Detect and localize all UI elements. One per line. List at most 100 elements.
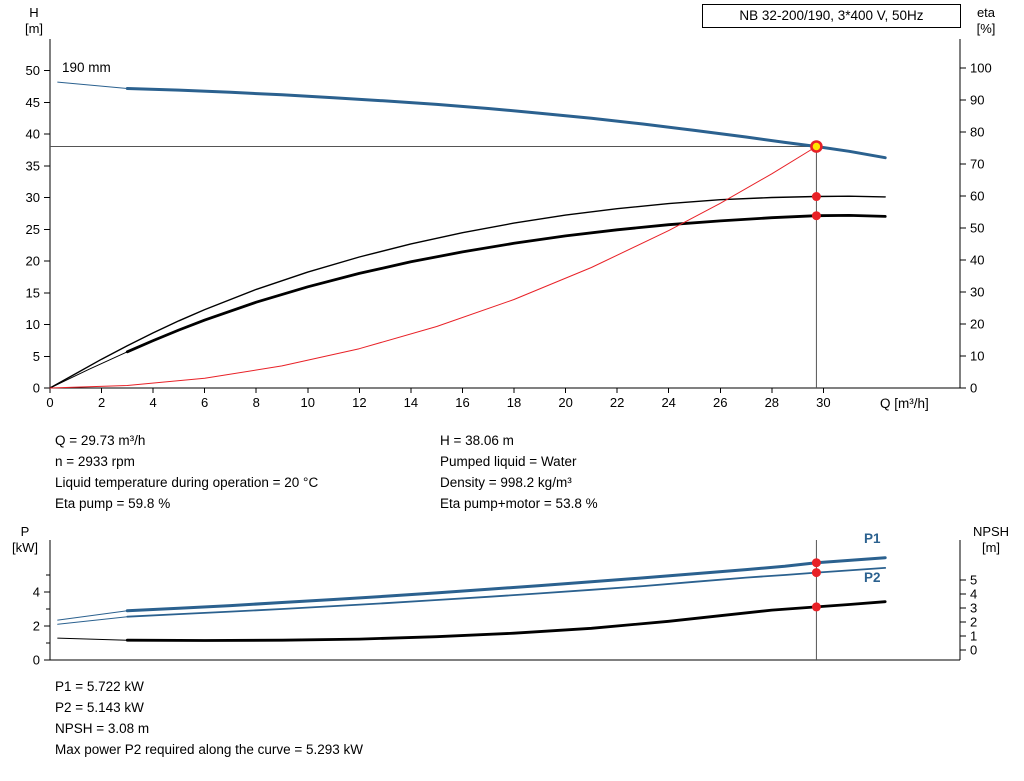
duty-info-eta-pump: Eta pump = 59.8 % <box>55 496 171 511</box>
qh-x-tick-label: 2 <box>98 395 105 410</box>
p_npsh-right-tick-label: 5 <box>970 573 977 588</box>
eta-axis-title-symbol: eta <box>976 5 996 20</box>
power-info-npsh: NPSH = 3.08 m <box>55 721 150 736</box>
qh-x-tick-label: 30 <box>816 395 830 410</box>
qh-x-tick-label: 22 <box>610 395 624 410</box>
p_npsh-left-tick-label: 4 <box>33 585 40 600</box>
pump-model-title: NB 32-200/190, 3*400 V, 50Hz <box>739 8 924 23</box>
qh-x-tick-label: 24 <box>661 395 675 410</box>
power-info-max-p2: Max power P2 required along the curve = … <box>55 742 364 757</box>
qh-x-tick-label: 12 <box>352 395 366 410</box>
curve-head-190mm <box>125 87 887 160</box>
p_npsh-left-tick-label: 0 <box>33 653 40 668</box>
curve-head-190mm-lead <box>57 81 128 89</box>
duty-info-temperature: Liquid temperature during operation = 20… <box>55 475 319 490</box>
marker-npsh-point <box>811 602 821 612</box>
qh-right-tick-label: 90 <box>970 92 984 107</box>
curve-eta-pump <box>49 195 886 389</box>
npsh-axis-title: NPSH [m] <box>960 524 1022 556</box>
qh-left-tick-label: 50 <box>26 63 40 78</box>
qh-x-tick-label: 14 <box>404 395 418 410</box>
p-axis-title-unit: [kW] <box>12 540 38 555</box>
duty-info-eta-pump-motor: Eta pump+motor = 53.8 % <box>440 496 598 511</box>
q-axis-title: Q [m³/h] <box>880 396 929 411</box>
qh-x-tick-label: 4 <box>149 395 156 410</box>
qh-right-tick-label: 100 <box>970 60 992 75</box>
marker-eta-pump-motor-point <box>811 211 821 221</box>
qh-right-tick-label: 70 <box>970 156 984 171</box>
qh-left-tick-label: 15 <box>26 285 40 300</box>
qh-left-tick-label: 30 <box>26 190 40 205</box>
curve-p2-lead <box>57 616 128 625</box>
p-axis-title: P [kW] <box>2 524 48 556</box>
p-axis-title-symbol: P <box>20 524 30 539</box>
qh-right-tick-label: 30 <box>970 284 984 299</box>
npsh-axis-title-symbol: NPSH <box>972 524 1010 539</box>
duty-info-right-column: H = 38.06 m Pumped liquid = Water Densit… <box>440 430 598 514</box>
duty-info-density: Density = 998.2 kg/m³ <box>440 475 572 490</box>
qh-x-tick-label: 16 <box>455 395 469 410</box>
duty-info-left-column: Q = 29.73 m³/h n = 2933 rpm Liquid tempe… <box>55 430 318 514</box>
marker-eta-pump-point <box>811 192 821 202</box>
power-info-p1: P1 = 5.722 kW <box>55 679 144 694</box>
p_npsh-right-tick-label: 4 <box>970 587 977 602</box>
qh-x-tick-label: 26 <box>713 395 727 410</box>
power-info-p2: P2 = 5.143 kW <box>55 700 144 715</box>
qh-x-tick-label: 28 <box>765 395 779 410</box>
qh-left-tick-label: 45 <box>26 95 40 110</box>
qh-x-tick-label: 18 <box>507 395 521 410</box>
curve-npsh-lead <box>57 637 128 641</box>
curve-eta-pump-motor-lead <box>49 351 128 389</box>
qh-x-tick-label: 6 <box>201 395 208 410</box>
marker-duty-point[interactable] <box>810 140 823 153</box>
power-info-block: P1 = 5.722 kW P2 = 5.143 kW NPSH = 3.08 … <box>55 676 363 760</box>
qh-right-tick-label: 80 <box>970 124 984 139</box>
duty-info-speed: n = 2933 rpm <box>55 454 135 469</box>
npsh-axis-title-unit: [m] <box>981 540 1001 555</box>
duty-info-flow: Q = 29.73 m³/h <box>55 433 146 448</box>
qh-right-tick-label: 60 <box>970 188 984 203</box>
qh-left-tick-label: 20 <box>26 254 40 269</box>
curve-p1 <box>125 556 887 613</box>
qh-right-tick-label: 20 <box>970 316 984 331</box>
curve-p1-lead <box>57 610 128 621</box>
curve-system-curve <box>49 146 817 389</box>
qh-left-tick-label: 25 <box>26 222 40 237</box>
qh-x-tick-label: 0 <box>46 395 53 410</box>
qh-right-tick-label: 40 <box>970 252 984 267</box>
qh-left-tick-label: 35 <box>26 158 40 173</box>
impeller-size-label: 190 mm <box>62 60 111 75</box>
curve-p2 <box>126 567 887 618</box>
marker-p1-point <box>811 558 821 568</box>
marker-p2-point <box>811 568 821 578</box>
eta-axis-title: eta [%] <box>964 5 1008 37</box>
qh-x-tick-label: 8 <box>253 395 260 410</box>
curve-npsh <box>125 600 887 642</box>
qh-right-tick-label: 50 <box>970 220 984 235</box>
p_npsh-left-tick-label: 2 <box>33 619 40 634</box>
qh-x-tick-label: 20 <box>558 395 572 410</box>
qh-right-tick-label: 10 <box>970 348 984 363</box>
p2-curve-label: P2 <box>864 570 881 585</box>
h-axis-title: H [m] <box>14 5 54 37</box>
p_npsh-right-tick-label: 2 <box>970 615 977 630</box>
qh-left-tick-label: 5 <box>33 349 40 364</box>
pump-model-title-box: NB 32-200/190, 3*400 V, 50Hz <box>702 4 961 28</box>
qh-left-tick-label: 0 <box>33 381 40 396</box>
p_npsh-right-tick-label: 0 <box>970 643 977 658</box>
p_npsh-right-tick-label: 1 <box>970 629 977 644</box>
qh-left-tick-label: 40 <box>26 127 40 142</box>
p_npsh-right-tick-label: 3 <box>970 601 977 616</box>
duty-info-head: H = 38.06 m <box>440 433 514 448</box>
qh-left-tick-label: 10 <box>26 317 40 332</box>
qh-x-tick-label: 10 <box>301 395 315 410</box>
h-axis-title-unit: [m] <box>24 21 44 36</box>
p1-curve-label: P1 <box>864 531 881 546</box>
h-axis-title-symbol: H <box>29 5 39 20</box>
qh-right-tick-label: 0 <box>970 381 977 396</box>
duty-info-liquid: Pumped liquid = Water <box>440 454 577 469</box>
eta-axis-title-unit: [%] <box>976 21 996 36</box>
curve-eta-pump-motor <box>125 213 887 354</box>
